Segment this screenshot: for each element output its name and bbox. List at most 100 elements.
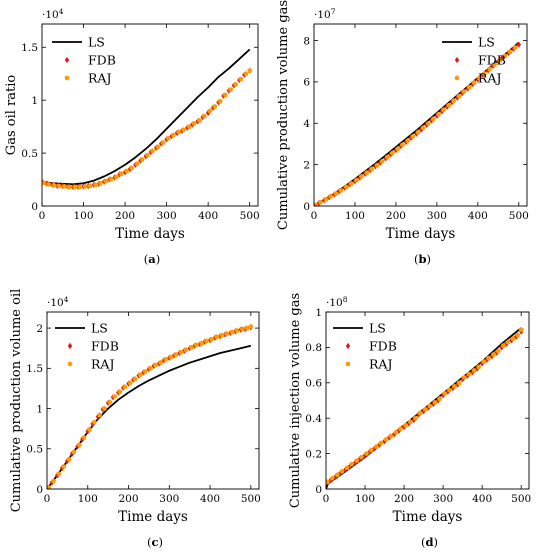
legend-label-ls: LS xyxy=(91,321,108,336)
plot-area xyxy=(47,323,254,489)
data-point-raj xyxy=(112,393,118,399)
data-point-raj xyxy=(224,331,230,336)
y-multiplier-exponent: 4 xyxy=(64,295,69,304)
data-point-raj xyxy=(93,182,99,188)
x-tick-label: 0 xyxy=(311,210,318,222)
panel-c: 0 100 200 300 400 500 0 0.5 1 1.5 2 ·104 Time days Cu… xyxy=(9,289,261,549)
data-point-raj xyxy=(137,372,143,377)
data-point-raj xyxy=(518,327,524,332)
data-point-raj xyxy=(201,113,207,119)
data-point-raj xyxy=(442,390,448,396)
x-axis-label: Time days xyxy=(115,226,185,242)
legend-marker-raj xyxy=(67,361,73,367)
x-axis-label: Time days xyxy=(393,509,463,525)
y-tick-label: 4 xyxy=(303,118,310,130)
axes-frame xyxy=(41,23,259,207)
legend: LS FDB RAJ xyxy=(55,321,119,372)
data-point-raj xyxy=(417,410,423,416)
legend-marker-fdb xyxy=(64,56,70,64)
data-point-raj xyxy=(118,171,124,176)
data-point-raj xyxy=(451,98,457,103)
data-point-raj xyxy=(160,139,166,145)
x-tick-label: 100 xyxy=(78,493,98,505)
data-point-raj xyxy=(384,154,390,160)
data-point-raj xyxy=(354,177,360,183)
x-tick-label: 400 xyxy=(198,210,218,222)
data-point-raj xyxy=(476,75,483,81)
data-point-raj xyxy=(209,336,215,342)
data-point-raj xyxy=(427,403,433,408)
data-point-raj xyxy=(425,120,431,126)
y-tick-label: 0.2 xyxy=(305,448,322,460)
data-point-raj xyxy=(354,457,360,463)
data-point-raj xyxy=(338,187,344,193)
data-point-raj xyxy=(481,70,487,76)
data-point-raj xyxy=(471,367,477,373)
data-point-raj xyxy=(71,449,77,455)
panel-caption-letter: b xyxy=(418,252,426,266)
data-point-raj xyxy=(461,374,467,380)
y-tick-label: 1 xyxy=(31,95,38,107)
data-point-raj xyxy=(339,468,345,474)
data-point-raj xyxy=(364,170,370,175)
data-point-raj xyxy=(492,61,498,67)
y-tick-label: 0 xyxy=(315,484,322,496)
data-point-raj xyxy=(176,129,182,135)
data-point-raj xyxy=(461,88,467,94)
data-point-raj xyxy=(113,174,119,180)
x-tick-label: 0 xyxy=(44,493,51,505)
data-point-raj xyxy=(243,71,249,76)
data-point-raj xyxy=(66,184,72,190)
data-point-raj xyxy=(476,364,482,370)
y-tick-label: 0.4 xyxy=(305,413,322,425)
data-point-raj xyxy=(415,129,421,135)
x-tick-label: 200 xyxy=(394,493,414,505)
y-tick-label: 8 xyxy=(303,35,310,47)
data-point-raj xyxy=(124,168,130,174)
data-point-raj xyxy=(142,368,148,374)
y-multiplier: ·104 xyxy=(42,7,64,21)
y-axis-label: Gas oil ratio xyxy=(4,75,19,156)
panel-caption-letter: a xyxy=(148,252,156,266)
data-point-raj xyxy=(108,176,114,182)
data-point-raj xyxy=(203,338,209,344)
legend-marker-raj xyxy=(345,361,351,367)
legend-label-raj: RAJ xyxy=(91,357,114,372)
data-point-raj xyxy=(437,396,443,401)
data-point-raj xyxy=(248,323,254,329)
x-tick-label: 500 xyxy=(511,493,531,505)
data-point-raj xyxy=(398,426,404,431)
data-point-raj xyxy=(410,133,416,139)
data-point-raj xyxy=(435,111,442,117)
x-tick-label: 300 xyxy=(157,210,177,222)
legend-marker-fdb xyxy=(67,342,73,350)
y-tick-label: 1.5 xyxy=(26,363,43,375)
data-point-raj xyxy=(348,180,354,186)
y-tick-label: 0 xyxy=(31,201,38,213)
x-axis-label: Time days xyxy=(118,509,188,525)
data-point-raj xyxy=(165,135,171,141)
data-point-raj xyxy=(238,76,244,82)
data-point-raj xyxy=(481,358,487,364)
data-point-raj xyxy=(181,127,187,132)
x-tick-label: 300 xyxy=(159,493,179,505)
y-multiplier-exponent: 8 xyxy=(343,295,348,304)
panel-d: 0 100 200 300 400 500 0 0.2 0.4 0.6 0.8 1 ·108 Time d… xyxy=(288,293,531,549)
data-point-raj xyxy=(132,376,138,381)
data-point-raj xyxy=(219,332,225,338)
data-point-raj xyxy=(168,354,174,360)
data-point-raj xyxy=(364,450,370,456)
data-point-raj xyxy=(82,183,88,189)
data-point-raj xyxy=(76,442,82,447)
data-point-raj xyxy=(244,325,250,331)
y-multiplier-base: ·10 xyxy=(42,9,59,21)
data-point-raj xyxy=(214,334,220,340)
data-point-raj xyxy=(196,117,202,123)
data-point-raj xyxy=(56,183,62,189)
data-point-raj xyxy=(422,406,428,412)
panel-caption-letter: d xyxy=(425,535,433,549)
data-point-raj xyxy=(163,356,169,362)
data-point-raj xyxy=(505,339,511,345)
data-point-raj xyxy=(314,202,319,206)
data-point-raj xyxy=(103,178,109,184)
